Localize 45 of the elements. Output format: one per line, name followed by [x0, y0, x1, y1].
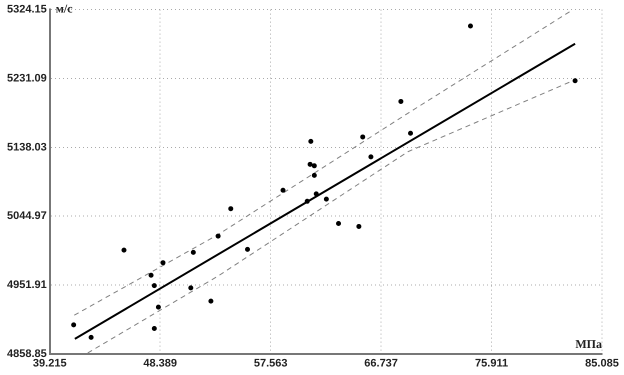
x-tick-label: 75.911 [475, 357, 508, 370]
y-tick-label: 4951.91 [6, 278, 47, 291]
point [308, 162, 313, 167]
point [152, 283, 157, 288]
x-tick-label: 66.737 [364, 357, 398, 370]
x-tick-label: 57.563 [254, 357, 288, 370]
y-tick-label: 4858.85 [6, 348, 47, 360]
point [572, 78, 578, 84]
point [148, 272, 154, 278]
y-tick-label: 5324.15 [6, 4, 47, 16]
point [208, 298, 214, 304]
y-tick-label: 5231.09 [6, 72, 47, 84]
y-tick-label: 5044.97 [6, 210, 47, 222]
point [360, 134, 366, 140]
point [188, 285, 194, 290]
point [245, 246, 250, 252]
line-series [74, 10, 572, 316]
point [324, 196, 329, 202]
point [88, 334, 94, 340]
x-axis-title: МПа [575, 336, 602, 351]
x-tick-label: 39.215 [32, 357, 67, 370]
point [356, 224, 362, 229]
point [280, 188, 286, 193]
point [314, 191, 319, 196]
point [190, 250, 196, 255]
x-tick-label: 48.389 [143, 357, 178, 370]
point [152, 326, 157, 332]
point [468, 23, 473, 28]
point [312, 163, 317, 168]
point [336, 220, 342, 226]
point [121, 248, 126, 253]
point [368, 154, 374, 160]
y-axis-title: м/с [56, 2, 74, 16]
point [312, 172, 317, 178]
point [408, 130, 414, 136]
point [160, 260, 166, 266]
point [398, 98, 404, 104]
y-tick-label: 5138.03 [6, 141, 47, 154]
point [156, 304, 161, 310]
point [71, 322, 76, 328]
point [216, 234, 221, 239]
point [308, 138, 314, 144]
x-tick-label: 85.085 [585, 357, 619, 370]
point [228, 206, 234, 212]
point [304, 198, 310, 204]
